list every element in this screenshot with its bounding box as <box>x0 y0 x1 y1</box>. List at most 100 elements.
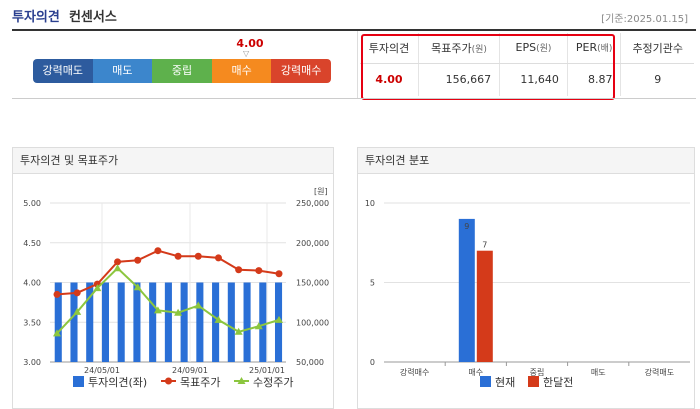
bar-data-label: 7 <box>482 241 487 250</box>
scale-segment-neutral: 중립 <box>152 59 212 83</box>
y-right-tick-label: 250,000 <box>296 199 329 208</box>
col-target-price: 목표주가(원) <box>418 33 501 64</box>
target-price-point <box>174 252 182 260</box>
legend-current-swatch <box>480 376 491 387</box>
opinion-bar <box>101 282 109 362</box>
target-price-point <box>235 266 243 274</box>
opinion-bar <box>133 282 141 362</box>
x-category-label: 강력매도 <box>645 367 674 377</box>
legend-adjusted-marker <box>237 377 246 384</box>
y-right-tick-label: 200,000 <box>296 239 329 248</box>
opinion-bar <box>196 282 204 362</box>
adjusted-price-point <box>275 315 283 323</box>
adjusted-price-point <box>93 284 102 292</box>
adjusted-price-line <box>56 266 280 335</box>
opinion-bar <box>164 282 172 362</box>
legend-current-label: 현재 <box>495 376 515 389</box>
target-price-point <box>275 270 283 278</box>
x-category-label: 매수 <box>468 368 483 377</box>
opinion-bar <box>227 282 235 362</box>
y-right-tick-label: 150,000 <box>296 279 329 288</box>
right-panel-title: 투자의견 분포 <box>358 148 694 174</box>
target-price-point <box>194 252 202 260</box>
adjusted-price-point <box>254 322 263 330</box>
col-per: PER(배) <box>567 33 622 64</box>
legend-target-label: 목표주가 <box>180 376 220 389</box>
header-divider <box>12 29 696 31</box>
target-price-point <box>114 258 122 266</box>
table-bottom-divider <box>12 98 696 99</box>
scale-segment-strong-buy: 강력매수 <box>271 59 331 83</box>
section-divider <box>357 31 358 98</box>
opinion-bar <box>149 282 157 362</box>
col-institutions: 추정기관수 <box>620 33 694 64</box>
current-bar <box>458 218 475 362</box>
scale-value: 4.00 <box>236 37 264 50</box>
x-tick-label: 24/09/01 <box>172 366 208 375</box>
opinion-bar <box>243 282 251 362</box>
adjusted-price-point <box>194 301 203 309</box>
y-left-tick-label: 5.00 <box>23 199 41 208</box>
target-price-point <box>134 256 142 264</box>
as-of-date: [기준:2025.01.15] <box>601 14 688 25</box>
highlight-box <box>361 34 615 100</box>
scale-segment-sell: 매도 <box>92 59 153 83</box>
scale-segment-strong-sell: 강력매도 <box>33 59 93 83</box>
legend-opinion-label: 투자의견(좌) <box>88 376 147 389</box>
bar-data-label: 9 <box>464 222 469 231</box>
opinion-bar <box>259 282 267 362</box>
table-header-row: 투자의견 목표주가(원) EPS(원) PER(배) 추정기관수 <box>360 33 694 64</box>
section-title: 투자의견 <box>12 10 60 25</box>
adjusted-price-point <box>53 329 61 337</box>
y-right-axis-label: [원] <box>314 187 328 196</box>
opinion-value: 4.00 <box>360 63 419 96</box>
opinion-bar <box>117 282 125 362</box>
y-right-tick-label: 50,000 <box>296 358 324 367</box>
target-price-point <box>53 290 61 298</box>
x-category-label: 강력매수 <box>400 367 429 377</box>
y-left-tick-label: 3.00 <box>23 358 41 367</box>
x-tick-label: 24/05/01 <box>84 366 120 375</box>
col-opinion: 투자의견 <box>360 33 419 64</box>
target-price-point <box>154 247 162 255</box>
adjusted-price-point <box>214 315 223 323</box>
legend-adjusted-label: 수정주가 <box>253 376 293 389</box>
adjusted-price-point <box>153 306 162 314</box>
legend-month-ago-label: 한달전 <box>543 376 573 389</box>
target-price-point <box>255 267 263 275</box>
legend-opinion-swatch <box>73 376 84 387</box>
eps-value: 11,640 <box>499 63 568 96</box>
institutions-value: 9 <box>654 73 662 87</box>
adjusted-price-point <box>174 308 183 316</box>
legend-target-marker <box>165 377 172 385</box>
y-tick-label: 10 <box>365 199 375 208</box>
target-price-point <box>73 289 81 297</box>
adjusted-price-point <box>113 264 122 272</box>
opinion-target-panel: 투자의견 및 목표주가 <box>12 147 334 409</box>
scale-bar: 강력매도 매도 중립 매수 강력매수 <box>33 59 331 83</box>
adjusted-price-point <box>133 283 142 291</box>
y-left-tick-label: 4.50 <box>23 239 41 248</box>
target-price-value: 156,667 <box>418 63 501 96</box>
y-tick-label: 5 <box>370 279 375 288</box>
opinion-distribution-panel: 투자의견 분포 <box>357 147 695 409</box>
y-left-tick-label: 4.00 <box>23 279 41 288</box>
month-ago-bar <box>476 250 493 362</box>
x-category-label: 매도 <box>591 368 606 377</box>
target-price-point <box>214 254 222 262</box>
x-category-label: 중립 <box>530 368 545 377</box>
adjusted-price-point <box>234 327 243 335</box>
opinion-bar <box>54 282 62 362</box>
y-left-tick-label: 3.50 <box>23 318 41 327</box>
opinion-bar <box>86 282 94 362</box>
legend-month-ago-swatch <box>528 376 539 387</box>
y-tick-label: 0 <box>370 358 375 367</box>
opinion-bar <box>70 282 78 362</box>
per-value: 8.87 <box>567 63 622 96</box>
scale-marker-icon: ▽ <box>243 49 250 58</box>
col-eps: EPS(원) <box>499 33 568 64</box>
section-header: 투자의견 컨센서스 [기준:2025.01.15] <box>12 6 696 28</box>
x-tick-label: 25/01/01 <box>249 366 285 375</box>
